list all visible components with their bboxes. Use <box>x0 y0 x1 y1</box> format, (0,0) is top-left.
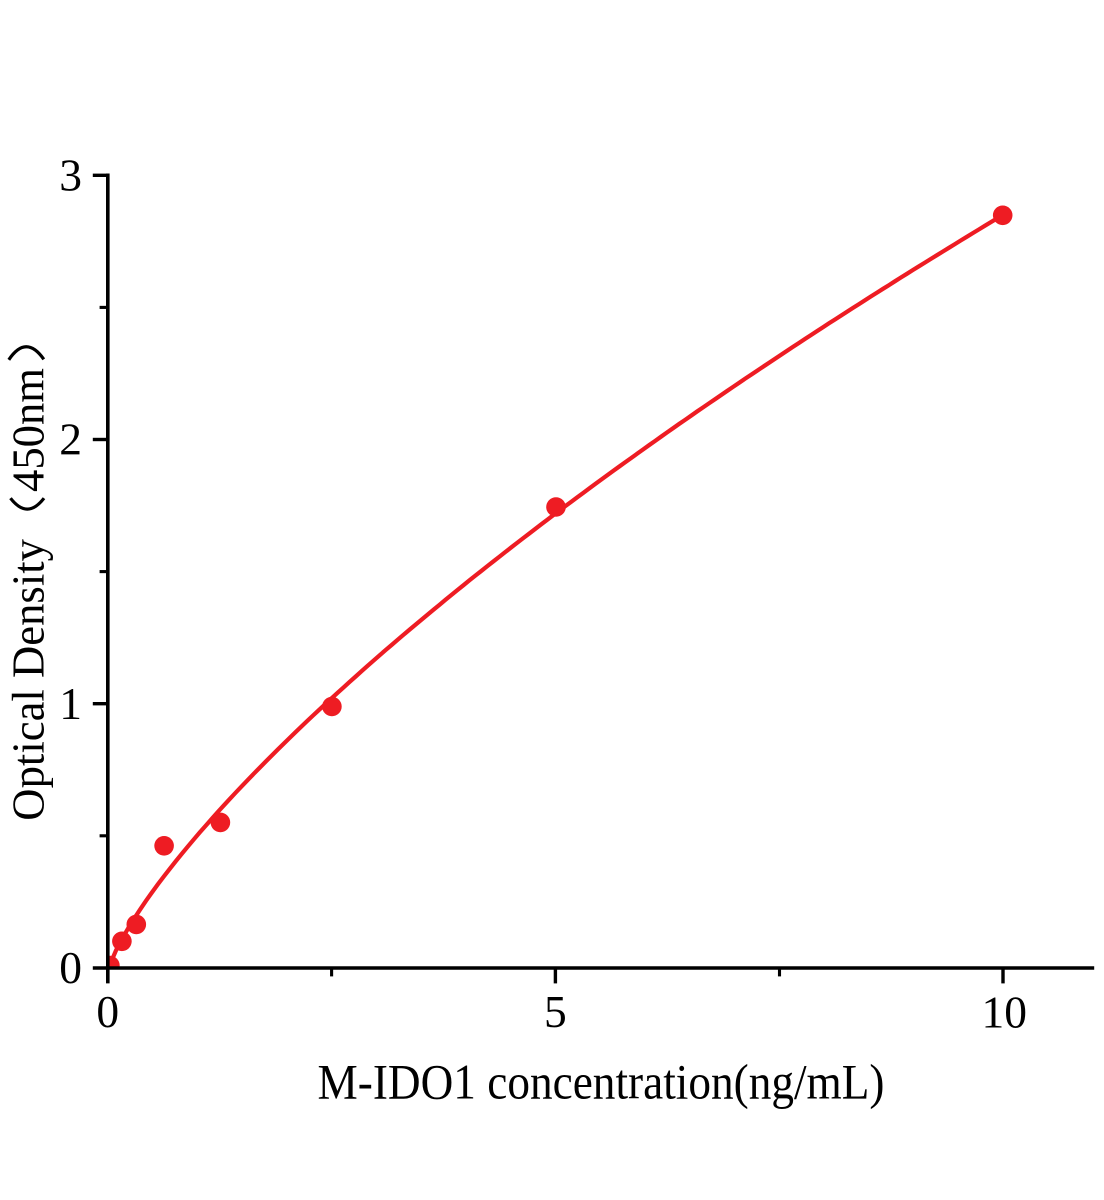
svg-text:0: 0 <box>96 986 119 1037</box>
svg-text:Optical Density: Optical Density <box>3 539 54 821</box>
svg-text:10: 10 <box>981 986 1027 1037</box>
svg-text:450nm: 450nm <box>3 368 54 492</box>
svg-text:5: 5 <box>544 986 567 1037</box>
svg-text:0: 0 <box>59 942 82 993</box>
svg-text:1: 1 <box>59 678 82 729</box>
svg-text:2: 2 <box>59 414 82 465</box>
svg-text:3: 3 <box>59 149 82 200</box>
svg-text:M-IDO1 concentration(ng/mL): M-IDO1 concentration(ng/mL) <box>318 1054 885 1110</box>
